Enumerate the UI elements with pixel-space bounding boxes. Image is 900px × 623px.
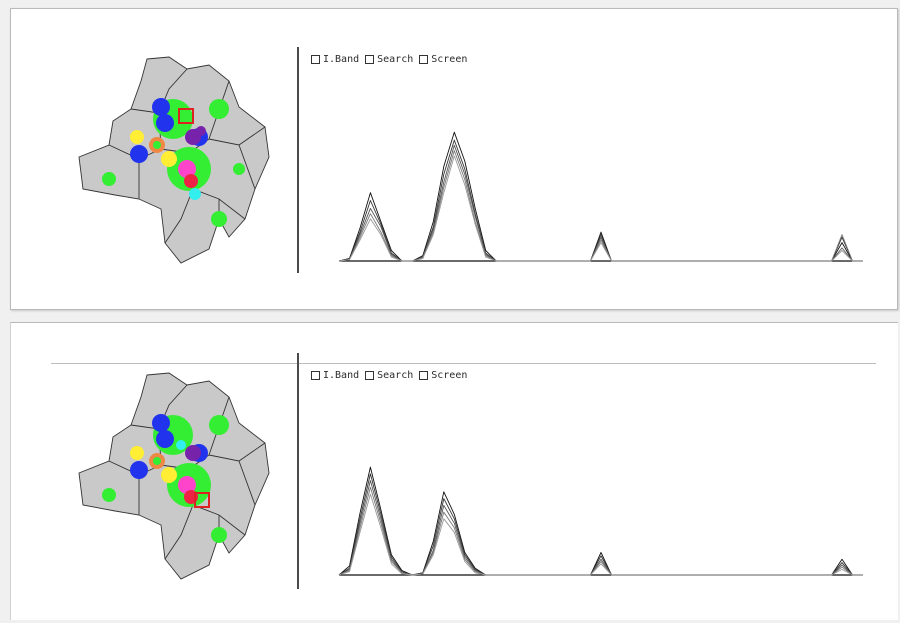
filter-band-label: I.Band (323, 370, 360, 381)
series-line-5 (338, 493, 863, 576)
checkbox-screen[interactable] (419, 371, 429, 380)
filter-screen-label: Screen (431, 54, 468, 65)
map-hotspots (102, 414, 229, 543)
series-line-1 (338, 131, 863, 262)
series-line-1 (338, 466, 863, 576)
series-line-4 (338, 486, 863, 576)
filter-screen[interactable]: Screen (419, 54, 467, 65)
series-line-5 (338, 155, 863, 262)
filter-search-label: Search (377, 370, 414, 381)
line-chart (338, 131, 863, 262)
filter-bar: I.Band Search Screen (311, 370, 467, 381)
filter-band[interactable]: I.Band (311, 54, 359, 65)
filter-screen-label: Screen (431, 370, 468, 381)
series-line-4 (338, 150, 863, 262)
series-line-3 (338, 144, 863, 262)
filter-search[interactable]: Search (365, 54, 413, 65)
filter-search[interactable]: Search (365, 370, 413, 381)
filter-band[interactable]: I.Band (311, 370, 359, 381)
map-selection-box (178, 108, 194, 124)
filter-band-label: I.Band (323, 54, 360, 65)
series-line-3 (338, 480, 863, 576)
filter-search-label: Search (377, 54, 414, 65)
checkbox-band[interactable] (311, 55, 320, 64)
checkbox-search[interactable] (365, 371, 375, 380)
panel-divider (297, 47, 299, 273)
choropleth-map[interactable] (69, 365, 277, 585)
bottom-panel: I.Band Search Screen (10, 322, 898, 620)
panel-rule (51, 363, 876, 364)
checkbox-search[interactable] (365, 55, 375, 64)
panel-divider (297, 353, 299, 589)
checkbox-screen[interactable] (419, 55, 429, 64)
line-chart (338, 466, 863, 576)
choropleth-map[interactable] (69, 49, 277, 269)
checkbox-band[interactable] (311, 371, 320, 380)
filter-bar: I.Band Search Screen (311, 54, 467, 65)
map-selection-box (194, 492, 210, 508)
map-hotspots (102, 98, 245, 227)
top-panel: I.Band Search Screen (10, 8, 898, 310)
filter-screen[interactable]: Screen (419, 370, 467, 381)
